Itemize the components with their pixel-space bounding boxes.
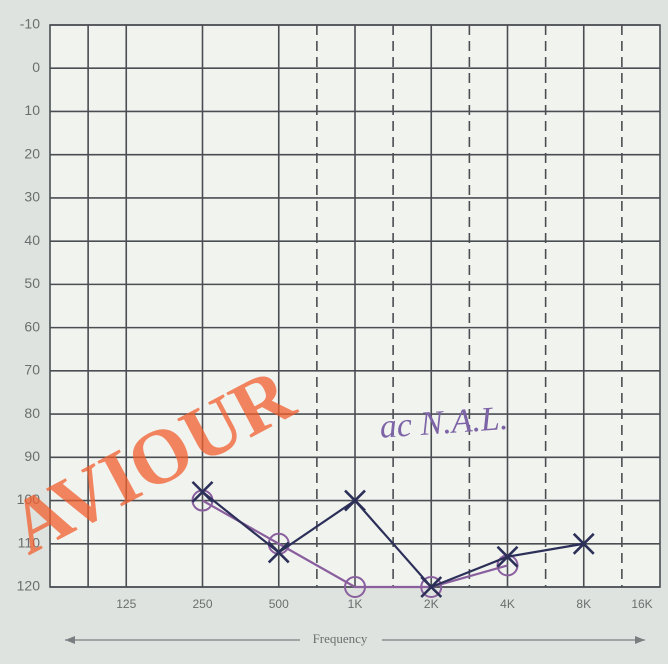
x-tick-label: 2K [424, 597, 439, 611]
x-tick-label: 500 [269, 597, 289, 611]
y-tick-label: -10 [20, 16, 40, 32]
chart: Frequency -10010203040506070809010011012… [0, 0, 668, 664]
x-axis-label: Frequency [313, 631, 368, 646]
y-tick-label: 40 [24, 232, 40, 248]
y-tick-label: 10 [24, 102, 40, 118]
x-tick-label: 1K [348, 597, 363, 611]
y-tick-label: 50 [24, 275, 40, 291]
y-tick-label: 20 [24, 145, 40, 161]
y-tick-label: 30 [24, 189, 40, 205]
y-tick-label: 90 [24, 448, 40, 464]
x-tick-label: 4K [500, 597, 515, 611]
y-tick-label: 80 [24, 405, 40, 421]
x-tick-label: 250 [192, 597, 212, 611]
x-tick-label: 8K [576, 597, 591, 611]
y-tick-label: 70 [24, 362, 40, 378]
x-tick-label: 125 [116, 597, 136, 611]
y-tick-label: 60 [24, 318, 40, 334]
y-tick-label: 120 [17, 578, 41, 594]
x-tick-label: 16K [631, 597, 652, 611]
y-tick-label: 0 [32, 59, 40, 75]
